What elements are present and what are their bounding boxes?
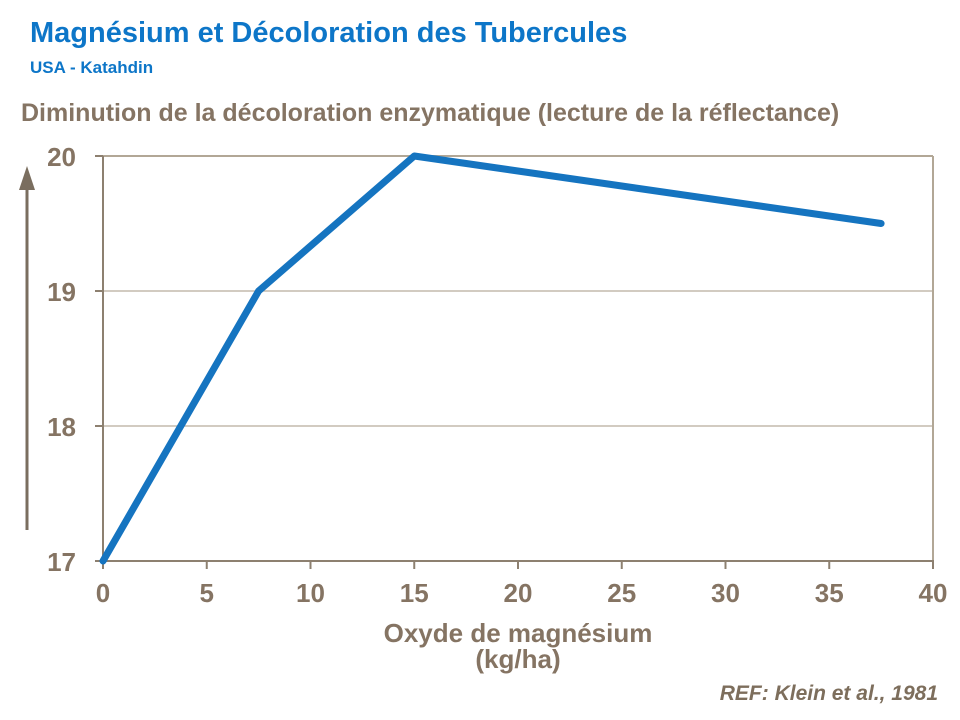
x-tick-label: 10 [296,578,325,608]
x-tick-label: 5 [200,578,214,608]
x-tick-label: 35 [815,578,844,608]
x-axis-title: Oxyde de magnésium (kg/ha) [0,620,960,672]
data-line [99,152,885,565]
y-axis-arrowhead-icon [19,166,35,190]
x-axis-title-line2: (kg/ha) [475,644,561,674]
x-tick-label: 40 [919,578,948,608]
y-tick-label: 19 [47,277,76,307]
reference-citation: REF: Klein et al., 1981 [719,682,938,705]
x-tick-label: 25 [607,578,636,608]
x-tick-label: 15 [400,578,429,608]
x-tick-label: 20 [504,578,533,608]
chart-title: Diminution de la décoloration enzymatiqu… [21,99,840,127]
x-tick-label: 0 [96,578,110,608]
x-tick-label: 30 [711,578,740,608]
page-title: Magnésium et Décoloration des Tubercules [30,17,628,49]
x-axis-title-line1: Oxyde de magnésium [383,618,653,648]
y-tick-label: 18 [47,412,76,442]
line-chart: 0 5 10 15 20 25 30 35 40 17 18 19 20 [19,142,948,608]
y-tick-label: 17 [47,547,76,577]
page-subtitle: USA - Katahdin [30,58,154,77]
y-tick-label: 20 [47,142,76,172]
